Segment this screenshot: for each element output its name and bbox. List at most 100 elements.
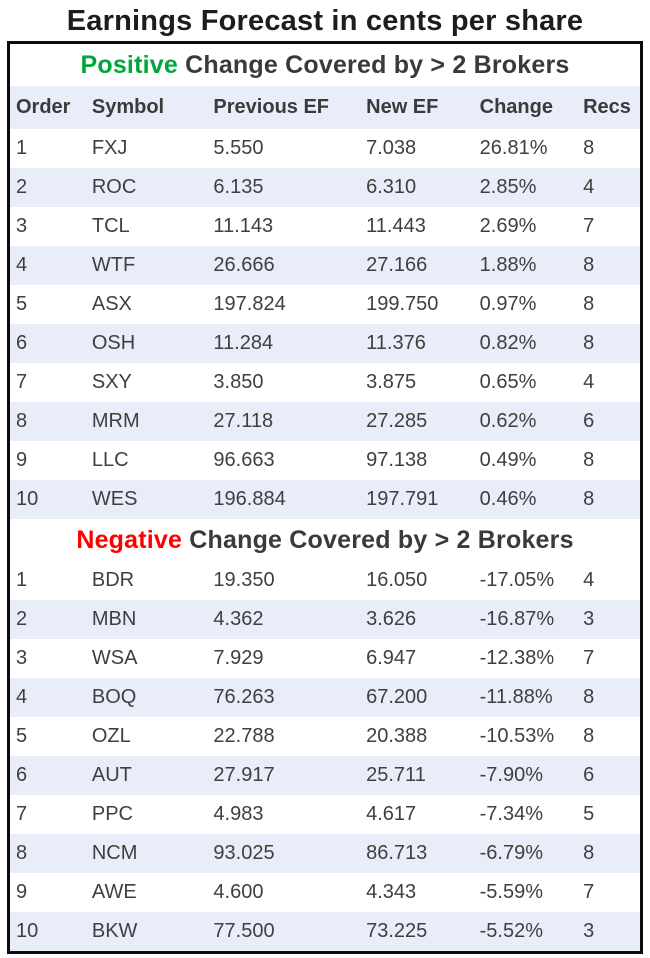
cell-order: 10 [8, 912, 86, 953]
cell-change: 0.65% [479, 371, 537, 393]
table-row: 10 BKW 77.500 73.225 -5.52% 3 [8, 912, 642, 953]
cell-previous-ef: 26.666 [207, 246, 361, 285]
cell-new-ef: 27.285 [360, 402, 474, 441]
cell-previous-ef: 197.824 [213, 293, 286, 315]
cell-new-ef: 73.225 [360, 912, 474, 953]
column-header-new-ef: New EF [360, 86, 474, 129]
cell-symbol: ASX [91, 293, 132, 315]
cell-change: 0.62% [473, 402, 578, 441]
cell-previous-ef: 3.850 [213, 371, 264, 393]
table-row: 6 AUT 27.917 25.711 -7.90% 6 [8, 756, 642, 795]
table-row: 4 WTF 26.666 27.166 1.88% 8 [8, 246, 642, 285]
cell-order: 5 [16, 293, 28, 315]
table-row: 3 WSA 7.929 6.947 -12.38% 7 [9, 639, 642, 678]
column-header-previous-ef: Previous EF [207, 86, 361, 129]
cell-previous-ef: 5.550 [213, 137, 264, 159]
cell-recs: 8 [583, 449, 595, 471]
cell-symbol: WSA [91, 647, 138, 669]
cell-order: 10 [8, 480, 86, 519]
table-row: 2 ROC 6.135 6.310 2.85% 4 [8, 168, 642, 207]
cell-new-ef: 6.947 [366, 647, 417, 669]
cell-recs: 8 [577, 246, 642, 285]
table-row: 8 MRM 27.118 27.285 0.62% 6 [8, 402, 642, 441]
cell-order: 3 [16, 215, 28, 237]
cell-new-ef: 3.626 [360, 600, 474, 639]
cell-previous-ef: 76.263 [207, 678, 361, 717]
cell-previous-ef: 19.350 [213, 569, 275, 591]
table-row: 4 BOQ 76.263 67.200 -11.88% 8 [8, 678, 642, 717]
cell-previous-ef: 6.135 [207, 168, 361, 207]
cell-order: 9 [16, 881, 28, 903]
cell-order: 1 [16, 137, 28, 159]
section-heading-positive: Positive Change Covered by > 2 Brokers [8, 42, 642, 86]
cell-symbol: BDR [91, 569, 135, 591]
cell-recs: 7 [583, 215, 595, 237]
cell-symbol: MBN [85, 600, 208, 639]
cell-change: -10.53% [479, 725, 555, 747]
cell-change: 2.69% [479, 215, 537, 237]
cell-recs: 8 [577, 834, 642, 873]
cell-symbol: WES [85, 480, 208, 519]
cell-change: 1.88% [473, 246, 578, 285]
cell-new-ef: 199.750 [366, 293, 439, 315]
cell-new-ef: 11.376 [360, 324, 474, 363]
positive-rows: 1 FXJ 5.550 7.038 26.81% 8 2 ROC 6.135 6.310 2.85%… [8, 129, 642, 519]
cell-change: 26.81% [479, 137, 548, 159]
cell-change: 0.82% [473, 324, 578, 363]
cell-recs: 5 [583, 803, 595, 825]
cell-new-ef: 25.711 [360, 756, 474, 795]
cell-change: -11.88% [473, 678, 578, 717]
table-row: 6 OSH 11.284 11.376 0.82% 8 [8, 324, 642, 363]
cell-symbol: TCL [91, 215, 130, 237]
cell-order: 6 [8, 756, 86, 795]
column-header-recs: Recs [577, 86, 642, 129]
cell-change: -7.34% [479, 803, 544, 825]
cell-recs: 8 [583, 725, 595, 747]
cell-symbol: BOQ [85, 678, 208, 717]
table-row: 3 TCL 11.143 11.443 2.69% 7 [9, 207, 642, 246]
cell-change: 0.97% [479, 293, 537, 315]
negative-rows: 1 BDR 19.350 16.050 -17.05% 4 2 MBN 4.362 3.626 -1… [8, 561, 642, 953]
table-row: 8 NCM 93.025 86.713 -6.79% 8 [8, 834, 642, 873]
cell-change: 0.46% [473, 480, 578, 519]
column-header-order: Order [8, 86, 86, 129]
cell-previous-ef: 4.362 [207, 600, 361, 639]
cell-previous-ef: 93.025 [207, 834, 361, 873]
cell-recs: 7 [583, 881, 595, 903]
cell-previous-ef: 7.929 [213, 647, 264, 669]
cell-symbol: OSH [85, 324, 208, 363]
cell-recs: 8 [583, 293, 595, 315]
cell-symbol: MRM [85, 402, 208, 441]
cell-change: -12.38% [479, 647, 555, 669]
cell-order: 8 [8, 834, 86, 873]
cell-change: -5.52% [473, 912, 578, 953]
table-row: 9 LLC 96.663 97.138 0.49% 8 [9, 441, 642, 480]
cell-symbol: PPC [91, 803, 133, 825]
table-row: 7 SXY 3.850 3.875 0.65% 4 [9, 363, 642, 402]
table-row: 5 ASX 197.824 199.750 0.97% 8 [9, 285, 642, 324]
cell-recs: 4 [583, 371, 595, 393]
table-row: 7 PPC 4.983 4.617 -7.34% 5 [9, 795, 642, 834]
cell-new-ef: 6.310 [360, 168, 474, 207]
cell-change: -17.05% [479, 569, 555, 591]
cell-new-ef: 11.443 [366, 215, 426, 237]
table-row: 9 AWE 4.600 4.343 -5.59% 7 [9, 873, 642, 912]
cell-previous-ef: 27.118 [207, 402, 361, 441]
cell-change: 2.85% [473, 168, 578, 207]
cell-new-ef: 7.038 [366, 137, 417, 159]
column-header-symbol: Symbol [85, 86, 208, 129]
cell-order: 5 [16, 725, 28, 747]
cell-change: -5.59% [479, 881, 544, 903]
cell-previous-ef: 11.143 [213, 215, 274, 237]
cell-previous-ef: 96.663 [213, 449, 275, 471]
cell-change: -7.90% [473, 756, 578, 795]
cell-new-ef: 27.166 [360, 246, 474, 285]
cell-symbol: AWE [91, 881, 137, 903]
table-row: 2 MBN 4.362 3.626 -16.87% 3 [8, 600, 642, 639]
cell-order: 1 [16, 569, 28, 591]
cell-order: 2 [8, 168, 86, 207]
cell-order: 3 [16, 647, 28, 669]
cell-symbol: LLC [91, 449, 129, 471]
page-title: Earnings Forecast in cents per share [66, 5, 584, 37]
